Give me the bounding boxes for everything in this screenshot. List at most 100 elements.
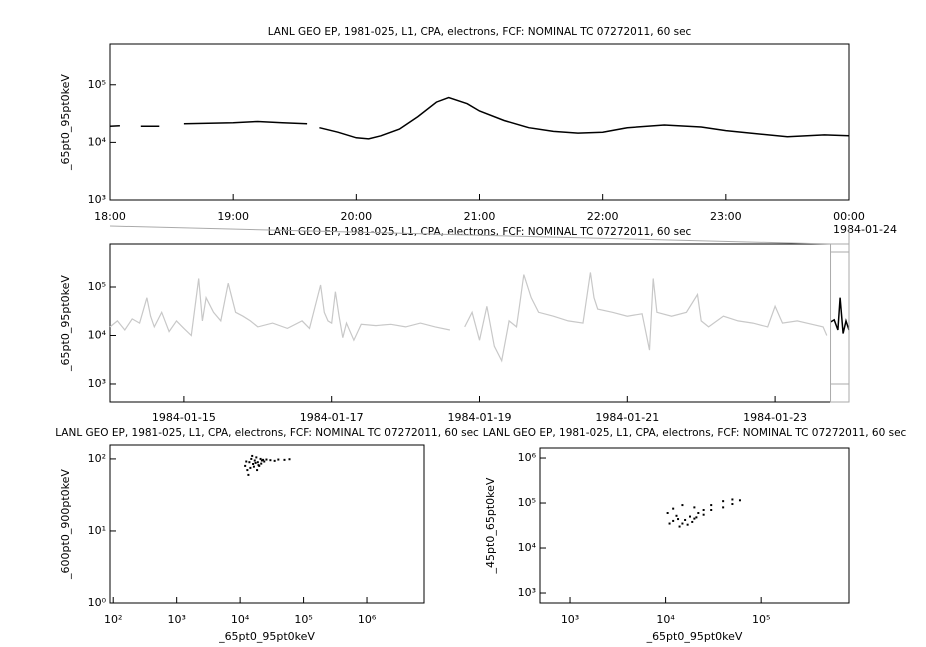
series-line [830, 297, 850, 334]
y-tick-label: 10⁴ [88, 328, 107, 341]
scatter-point [288, 458, 291, 461]
x-tick-label: 10⁶ [358, 613, 377, 626]
scatter-point [254, 461, 257, 464]
scatter-point [684, 518, 687, 521]
x-tick-label: 19:00 [217, 210, 249, 223]
y-tick-label: 10⁵ [518, 496, 536, 509]
y-tick-label: 10⁵ [88, 78, 106, 91]
series-line [109, 272, 828, 363]
x-tick-label: 10³ [167, 613, 185, 626]
plot-frame [109, 43, 850, 201]
scatter-point [252, 462, 255, 465]
x-axis-label: _65pt0_95pt0keV [218, 630, 315, 643]
scatter-point [249, 466, 252, 469]
x-tick-label: 22:00 [587, 210, 619, 223]
scatter-point [257, 464, 260, 467]
scatter-point [260, 459, 263, 462]
x-tick-label: 10³ [561, 613, 579, 626]
scatter-point [260, 462, 263, 465]
plot-frame [109, 444, 425, 604]
scatter-point [246, 469, 249, 472]
scatter-point [253, 459, 256, 462]
x-tick-label: 10⁵ [752, 613, 770, 626]
y-tick-label: 10² [88, 452, 106, 465]
scatter-point [245, 460, 248, 463]
scatter-point [686, 523, 689, 526]
panel: LANL GEO EP, 1981-025, L1, CPA, electron… [59, 225, 850, 424]
scatter-point [672, 507, 675, 510]
scatter-point [731, 498, 734, 501]
x-axis-label: _65pt0_95pt0keV [646, 630, 743, 643]
zoom-box [830, 243, 850, 403]
y-tick-label: 10⁵ [88, 280, 106, 293]
scatter-point [248, 461, 251, 464]
scatter-point [693, 517, 696, 520]
scatter-point [710, 508, 713, 511]
scatter-point [702, 513, 705, 516]
scatter-point [277, 458, 280, 461]
scatter-point [702, 508, 705, 511]
scatter-point [247, 473, 250, 476]
y-tick-label: 10³ [88, 193, 106, 206]
series-line [109, 96, 850, 140]
x-tick-label: 10⁴ [231, 613, 250, 626]
panel-title: LANL GEO EP, 1981-025, L1, CPA, electron… [268, 26, 692, 38]
x-tick-label: 10² [104, 613, 122, 626]
y-axis-label: _600pt0_900pt0keV [59, 469, 72, 580]
scatter-point [256, 469, 259, 472]
panel-title: LANL GEO EP, 1981-025, L1, CPA, electron… [483, 427, 907, 439]
scatter-point [731, 503, 734, 506]
scatter-point [681, 522, 684, 525]
scatter-point [666, 512, 669, 515]
scatter-point [672, 519, 675, 522]
x-annotation: 1984-01-24 [833, 223, 897, 236]
y-tick-label: 10⁰ [88, 596, 107, 609]
y-tick-label: 10³ [88, 377, 106, 390]
x-tick-label: 10⁴ [656, 613, 675, 626]
x-tick-label: 20:00 [340, 210, 372, 223]
x-tick-label: 00:00 [833, 210, 865, 223]
scatter-point [697, 512, 700, 515]
scatter-point [693, 506, 696, 509]
y-axis-label: _65pt0_95pt0keV [59, 275, 72, 372]
zoom-connector [109, 225, 831, 245]
panel-title: LANL GEO EP, 1981-025, L1, CPA, electron… [268, 226, 692, 238]
x-tick-label: 18:00 [94, 210, 126, 223]
scatter-point [722, 500, 725, 503]
scatter-point [738, 499, 741, 502]
panel-title: LANL GEO EP, 1981-025, L1, CPA, electron… [55, 427, 479, 439]
scatter-point [681, 504, 684, 507]
scatter-point [678, 525, 681, 528]
scatter-point [252, 465, 255, 468]
plot-frame [109, 243, 850, 403]
scatter-point [710, 504, 713, 507]
scatter-point [722, 506, 725, 509]
y-tick-label: 10⁶ [518, 451, 537, 464]
y-axis-label: _45pt0_65pt0keV [484, 477, 497, 574]
scatter-point [269, 459, 272, 462]
scatter-point [263, 460, 266, 463]
scatter-point [255, 456, 258, 459]
y-tick-label: 10⁴ [518, 541, 537, 554]
scatter-point [691, 520, 694, 523]
panel: LANL GEO EP, 1981-025, L1, CPA, electron… [483, 427, 907, 643]
scatter-point [273, 459, 276, 462]
scatter-point [283, 458, 286, 461]
scatter-point [265, 458, 268, 461]
scatter-point [688, 515, 691, 518]
x-tick-label: 10⁵ [294, 613, 312, 626]
scatter-point [259, 457, 262, 460]
panel: LANL GEO EP, 1981-025, L1, CPA, electron… [55, 427, 479, 643]
x-tick-label: 1984-01-21 [595, 411, 659, 424]
y-tick-label: 10⁴ [88, 135, 107, 148]
scatter-point [250, 457, 253, 460]
scatter-point [244, 464, 247, 467]
x-tick-label: 21:00 [464, 210, 496, 223]
x-tick-label: 1984-01-17 [300, 411, 364, 424]
scatter-point [695, 516, 698, 519]
y-tick-label: 10³ [518, 586, 536, 599]
y-axis-label: _65pt0_95pt0keV [59, 74, 72, 171]
x-tick-label: 1984-01-23 [743, 411, 807, 424]
scatter-point [668, 522, 671, 525]
